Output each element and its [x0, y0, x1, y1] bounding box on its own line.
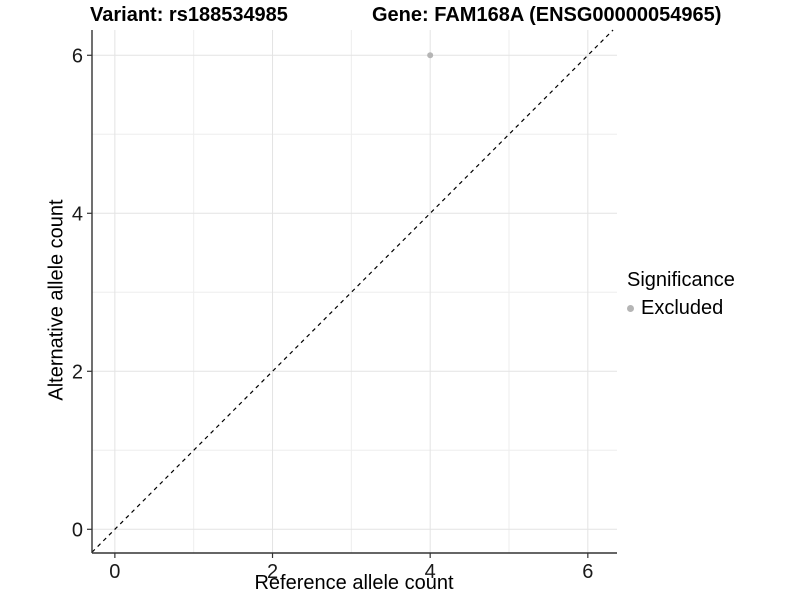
variant-title: Variant: rs188534985 [90, 4, 288, 26]
svg-text:4: 4 [425, 561, 436, 583]
x-tick-labels: 0 2 4 6 [109, 561, 593, 583]
gridlines-minor [92, 30, 617, 553]
legend-point-icon [627, 305, 634, 312]
svg-text:0: 0 [109, 561, 120, 583]
svg-text:6: 6 [582, 561, 593, 583]
svg-text:4: 4 [72, 203, 83, 225]
legend-title: Significance [627, 269, 735, 291]
svg-text:6: 6 [72, 45, 83, 67]
axis-ticks [87, 54, 589, 558]
svg-text:0: 0 [72, 519, 83, 541]
svg-text:2: 2 [267, 561, 278, 583]
gene-title: Gene: FAM168A (ENSG00000054965) [372, 4, 722, 26]
legend-item-excluded: Excluded [627, 297, 735, 320]
points-layer [427, 52, 434, 59]
legend: Significance Excluded [627, 269, 735, 320]
y-axis-title: Alternative allele count [45, 199, 68, 401]
legend-item-label: Excluded [641, 297, 724, 319]
gridlines-major [92, 30, 617, 553]
axis-lines [91, 30, 617, 554]
diagonal-layer [91, 29, 614, 553]
x-axis-title: Reference allele count [254, 572, 454, 594]
y-tick-labels: 0 2 4 6 [72, 45, 83, 541]
svg-text:2: 2 [72, 361, 83, 383]
